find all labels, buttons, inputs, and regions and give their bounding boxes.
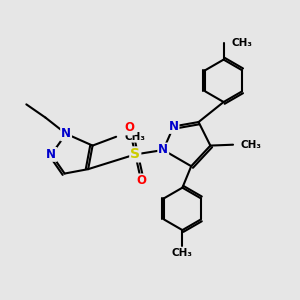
Text: N: N	[46, 148, 56, 161]
Text: O: O	[124, 122, 134, 134]
Text: N: N	[61, 127, 71, 140]
Text: O: O	[136, 174, 146, 188]
Text: CH₃: CH₃	[172, 248, 193, 258]
Text: CH₃: CH₃	[124, 132, 146, 142]
Text: N: N	[158, 143, 168, 157]
Text: CH₃: CH₃	[240, 140, 261, 150]
Text: CH₃: CH₃	[232, 38, 253, 48]
Text: N: N	[169, 120, 178, 133]
Text: S: S	[130, 147, 140, 161]
